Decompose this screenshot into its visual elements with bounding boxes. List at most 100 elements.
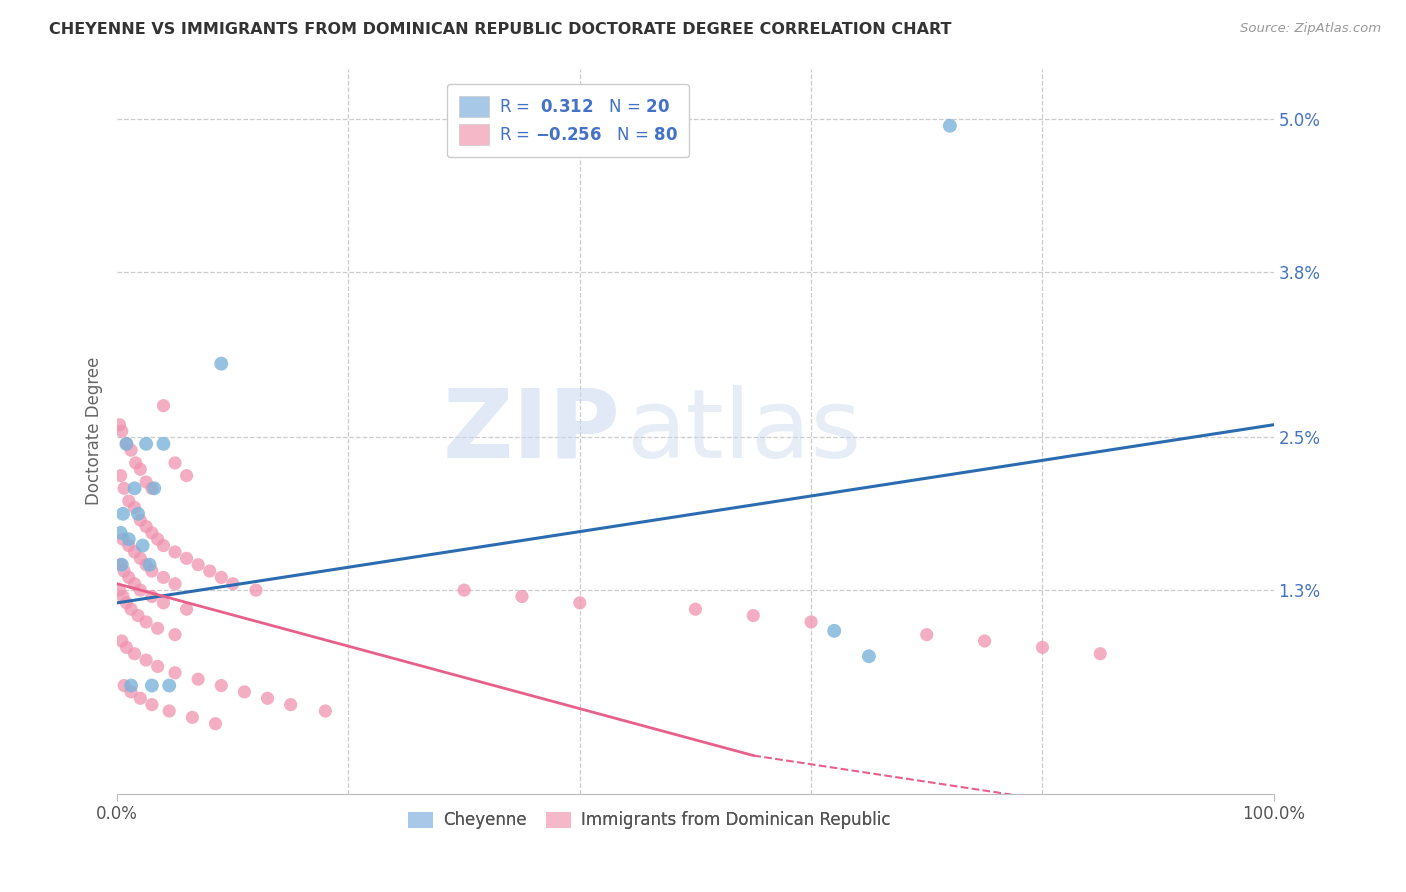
Point — [124, 481, 146, 495]
Point — [138, 558, 160, 572]
Point — [209, 679, 232, 693]
Y-axis label: Doctorate Degree: Doctorate Degree — [86, 357, 103, 505]
Point — [973, 634, 995, 648]
Point — [118, 494, 141, 508]
Point — [858, 649, 880, 664]
Point — [939, 119, 962, 133]
Point — [146, 659, 169, 673]
Text: atlas: atlas — [626, 384, 862, 477]
Point — [187, 558, 209, 572]
Point — [141, 698, 163, 712]
Point — [176, 468, 198, 483]
Point — [110, 558, 132, 572]
Point — [143, 481, 166, 495]
Point — [112, 481, 135, 495]
Point — [124, 576, 146, 591]
Point — [141, 481, 163, 495]
Point — [209, 570, 232, 584]
Point — [129, 583, 152, 598]
Point — [141, 564, 163, 578]
Point — [111, 533, 134, 547]
Point — [135, 615, 157, 629]
Point — [152, 596, 174, 610]
Point — [163, 627, 186, 641]
Point — [110, 525, 132, 540]
Point — [118, 533, 141, 547]
Point — [1090, 647, 1112, 661]
Point — [131, 539, 153, 553]
Point — [115, 640, 138, 655]
Point — [453, 583, 475, 598]
Point — [163, 576, 186, 591]
Point — [135, 558, 157, 572]
Point — [129, 551, 152, 566]
Point — [115, 596, 138, 610]
Point — [280, 698, 302, 712]
Text: ZIP: ZIP — [443, 384, 620, 477]
Point — [120, 443, 142, 458]
Point — [176, 551, 198, 566]
Point — [510, 590, 533, 604]
Point — [129, 513, 152, 527]
Point — [146, 533, 169, 547]
Point — [118, 539, 141, 553]
Point — [181, 710, 204, 724]
Point — [176, 602, 198, 616]
Point — [120, 685, 142, 699]
Point — [915, 627, 938, 641]
Text: CHEYENNE VS IMMIGRANTS FROM DOMINICAN REPUBLIC DOCTORATE DEGREE CORRELATION CHAR: CHEYENNE VS IMMIGRANTS FROM DOMINICAN RE… — [49, 22, 952, 37]
Point — [742, 608, 765, 623]
Point — [1031, 640, 1053, 655]
Point — [135, 519, 157, 533]
Point — [141, 679, 163, 693]
Point — [146, 621, 169, 635]
Point — [111, 558, 134, 572]
Point — [245, 583, 267, 598]
Point — [135, 437, 157, 451]
Point — [187, 672, 209, 686]
Point — [135, 653, 157, 667]
Point — [152, 539, 174, 553]
Point — [135, 475, 157, 489]
Point — [115, 437, 138, 451]
Point — [163, 545, 186, 559]
Point — [314, 704, 336, 718]
Point — [568, 596, 591, 610]
Point — [111, 424, 134, 438]
Point — [152, 399, 174, 413]
Point — [120, 602, 142, 616]
Point — [111, 590, 134, 604]
Point — [256, 691, 278, 706]
Point — [129, 691, 152, 706]
Point — [222, 576, 245, 591]
Point — [163, 456, 186, 470]
Point — [125, 456, 148, 470]
Point — [127, 608, 149, 623]
Point — [111, 634, 134, 648]
Point — [111, 507, 134, 521]
Point — [127, 507, 149, 521]
Point — [152, 570, 174, 584]
Point — [233, 685, 256, 699]
Point — [124, 500, 146, 515]
Point — [120, 679, 142, 693]
Point — [112, 564, 135, 578]
Point — [198, 564, 221, 578]
Point — [823, 624, 845, 638]
Point — [108, 583, 131, 598]
Point — [141, 525, 163, 540]
Point — [129, 462, 152, 476]
Point — [204, 716, 226, 731]
Point — [152, 437, 174, 451]
Point — [115, 437, 138, 451]
Point — [141, 590, 163, 604]
Point — [157, 704, 180, 718]
Point — [108, 417, 131, 432]
Point — [209, 357, 232, 371]
Text: Source: ZipAtlas.com: Source: ZipAtlas.com — [1240, 22, 1381, 36]
Point — [157, 679, 180, 693]
Point — [124, 545, 146, 559]
Point — [800, 615, 823, 629]
Point — [110, 468, 132, 483]
Point — [163, 665, 186, 680]
